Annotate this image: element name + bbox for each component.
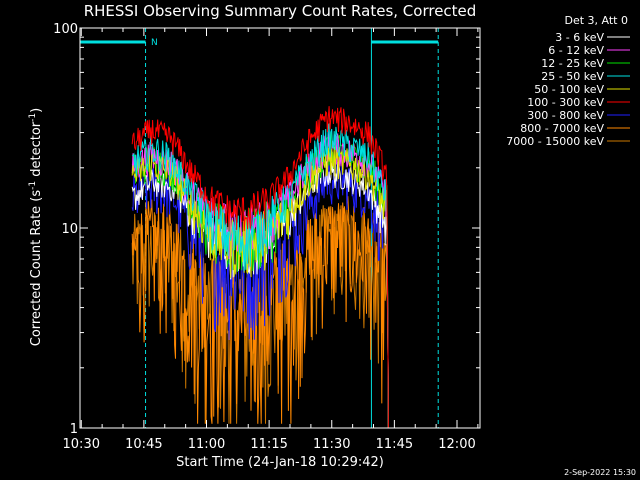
y-tick-label-2: 100 — [53, 22, 78, 37]
x-tick-label-0: 10:30 — [63, 437, 100, 452]
y-axis-label-sup2: -1 — [28, 113, 38, 122]
legend-header: Det 3, Att 0 — [565, 14, 629, 27]
legend-label-7: 800 - 7000 keV — [520, 122, 604, 135]
legend-label-4: 50 - 100 keV — [534, 83, 604, 96]
x-tick-label-6: 12:00 — [438, 437, 475, 452]
chart-title: RHESSI Observing Summary Count Rates, Co… — [84, 2, 477, 20]
tick-labels: 10:30 10:45 11:00 11:15 11:30 11:45 12:00 1 10 10… — [53, 22, 476, 452]
y-axis-label-main: Corrected Count Rate (s — [29, 190, 44, 347]
legend-label-1: 6 - 12 keV — [548, 44, 604, 57]
y-axis-label-end: ) — [29, 108, 44, 113]
timestamp: 2-Sep-2022 15:30 — [564, 468, 636, 477]
y-tick-label-1: 10 — [61, 222, 78, 237]
legend-label-3: 25 - 50 keV — [541, 70, 604, 83]
x-axis-label: Start Time (24-Jan-18 10:29:42) — [176, 455, 384, 470]
annotation-0: N — [151, 38, 158, 48]
x-tick-label-5: 11:45 — [376, 437, 413, 452]
plot-axes — [79, 27, 481, 429]
series-line-5 — [131, 106, 389, 429]
y-axis-label-mid: detector — [29, 121, 44, 181]
series-line-0 — [131, 161, 389, 429]
legend-label-8: 7000 - 15000 keV — [506, 135, 604, 148]
series-line-7 — [131, 196, 389, 429]
y-axis-label-sup1: -1 — [28, 181, 38, 190]
legend-label-2: 12 - 25 keV — [541, 57, 604, 70]
y-tick-label-0: 1 — [70, 422, 78, 437]
x-tick-label-2: 11:00 — [188, 437, 225, 452]
y-axis-label: Corrected Count Rate (s-1 detector-1) — [28, 108, 44, 346]
legend-label-5: 100 - 300 keV — [527, 96, 604, 109]
series-lines — [131, 106, 389, 429]
x-tick-label-3: 11:15 — [250, 437, 287, 452]
legend-label-0: 3 - 6 keV — [555, 31, 604, 44]
series-line-4 — [131, 146, 389, 429]
x-tick-label-1: 10:45 — [125, 437, 162, 452]
x-tick-label-4: 11:30 — [313, 437, 350, 452]
legend-label-6: 300 - 800 keV — [527, 109, 604, 122]
